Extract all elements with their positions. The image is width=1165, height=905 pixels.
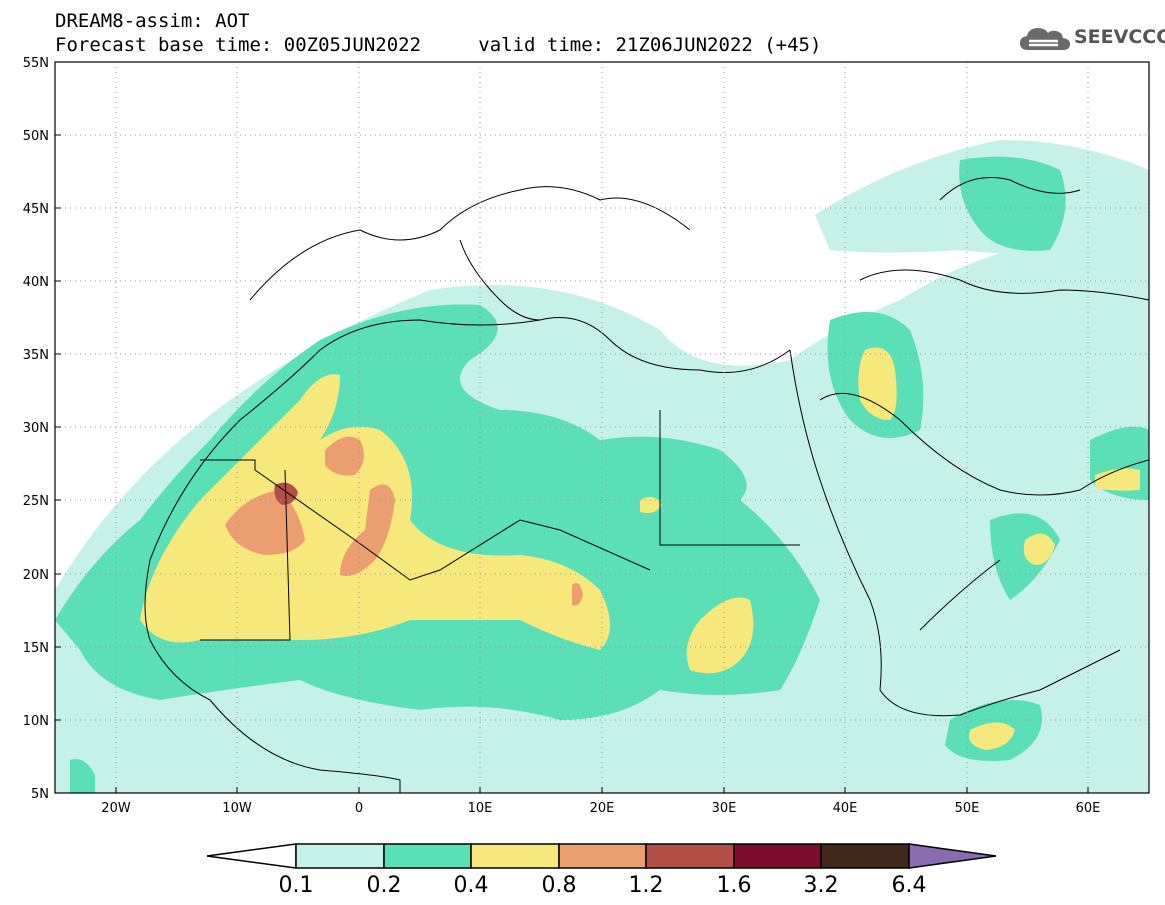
colorbar-low-arrow (206, 843, 297, 869)
lat-label: 15N (23, 641, 49, 656)
lon-label: 60E (1076, 801, 1101, 816)
longitude-axis: 20W 10W 0 10E 20E 30E 40E 50E 60E (101, 787, 1100, 816)
lat-label: 50N (23, 129, 49, 144)
colorbar-label: 0.1 (279, 873, 314, 898)
lon-label: 30E (712, 801, 737, 816)
lon-label: 0 (355, 801, 363, 816)
graticule (55, 62, 1149, 793)
colorbar-swatch (645, 843, 735, 869)
colorbar-label: 3.2 (804, 873, 839, 898)
colorbar-label: 1.2 (629, 873, 664, 898)
colorbar-swatch (733, 843, 822, 869)
colorbar-label: 1.6 (717, 873, 752, 898)
colorbar-swatch (820, 843, 910, 869)
lat-label: 30N (23, 421, 49, 436)
lat-label: 45N (23, 202, 49, 217)
time-info: Forecast base time: 00Z05JUN2022 valid t… (55, 34, 821, 56)
colorbar (206, 843, 997, 869)
lat-label: 35N (23, 348, 49, 363)
aot-field (55, 62, 1149, 793)
lat-label: 5N (31, 787, 49, 802)
lat-label: 20N (23, 568, 49, 583)
colorbar-label: 0.2 (367, 873, 402, 898)
seevccc-logo: SEEVCCC (1018, 24, 1165, 56)
latitude-axis: 55N 50N 45N 40N 35N 30N 25N 20N 15N 10N … (23, 56, 61, 802)
lat-label: 55N (23, 56, 49, 71)
colorbar-labels: 0.1 0.2 0.4 0.8 1.2 1.6 3.2 6.4 (279, 873, 927, 898)
colorbar-label: 0.8 (542, 873, 577, 898)
lon-label: 10W (222, 801, 252, 816)
colorbar-swatch (558, 843, 647, 869)
lon-label: 20E (590, 801, 615, 816)
lon-label: 40E (833, 801, 858, 816)
lat-label: 10N (23, 714, 49, 729)
colorbar-swatch (470, 843, 560, 869)
colorbar-swatch (295, 843, 385, 869)
lon-label: 10E (468, 801, 493, 816)
colorbar-high-arrow (908, 843, 997, 869)
colorbar-swatch (383, 843, 472, 869)
lat-label: 25N (23, 494, 49, 509)
lon-label: 20W (101, 801, 131, 816)
valid-time-label: valid time: 21Z06JUN2022 (+45) (478, 34, 822, 56)
colorbar-label: 0.4 (454, 873, 489, 898)
aot-band-0.8 (225, 436, 583, 606)
coastlines (144, 177, 1149, 793)
lat-label: 40N (23, 275, 49, 290)
lon-label: 50E (955, 801, 980, 816)
base-time-label: Forecast base time: 00Z05JUN2022 (55, 34, 422, 56)
colorbar-label: 6.4 (892, 873, 927, 898)
map-title: DREAM8-assim: AOT (55, 10, 250, 32)
cloud-icon (1020, 28, 1070, 50)
logo-text: SEEVCCC (1074, 26, 1165, 48)
